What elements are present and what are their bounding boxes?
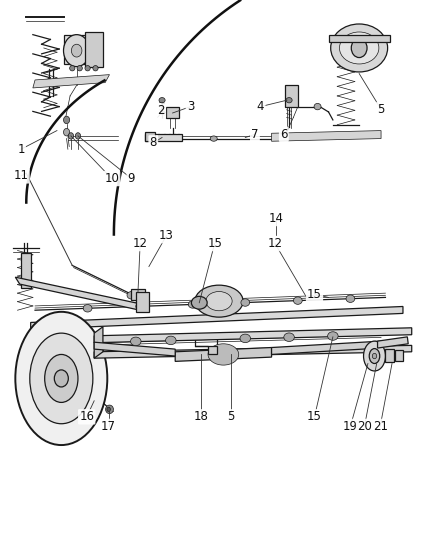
- Ellipse shape: [68, 133, 74, 139]
- Ellipse shape: [54, 370, 68, 387]
- Ellipse shape: [314, 103, 321, 110]
- Ellipse shape: [107, 407, 110, 411]
- Ellipse shape: [328, 332, 338, 340]
- Bar: [385, 349, 394, 362]
- Text: 11: 11: [14, 169, 28, 182]
- Text: 15: 15: [307, 288, 322, 301]
- Ellipse shape: [64, 116, 70, 124]
- Text: 2: 2: [157, 104, 165, 117]
- Text: 17: 17: [101, 420, 116, 433]
- Polygon shape: [94, 342, 175, 356]
- Polygon shape: [378, 337, 408, 348]
- Text: 12: 12: [268, 237, 283, 250]
- Polygon shape: [272, 341, 381, 354]
- Ellipse shape: [372, 353, 377, 359]
- Ellipse shape: [206, 292, 232, 311]
- Ellipse shape: [166, 336, 176, 345]
- Ellipse shape: [351, 38, 367, 58]
- Text: 18: 18: [194, 410, 209, 423]
- Text: 13: 13: [159, 229, 174, 242]
- Ellipse shape: [106, 405, 113, 414]
- Polygon shape: [94, 328, 412, 343]
- Bar: [136, 292, 149, 312]
- Ellipse shape: [241, 299, 250, 306]
- Ellipse shape: [159, 98, 165, 103]
- Ellipse shape: [136, 303, 145, 310]
- Ellipse shape: [45, 354, 78, 402]
- Polygon shape: [94, 327, 103, 358]
- Ellipse shape: [208, 344, 239, 365]
- Text: 7: 7: [251, 128, 259, 141]
- Text: 9: 9: [127, 172, 135, 185]
- Text: 5: 5: [378, 103, 385, 116]
- Text: 1: 1: [17, 143, 25, 156]
- Text: 14: 14: [268, 212, 283, 225]
- Bar: [328, 35, 390, 42]
- Ellipse shape: [131, 337, 141, 345]
- Polygon shape: [272, 131, 381, 141]
- Ellipse shape: [83, 304, 92, 312]
- Polygon shape: [15, 277, 142, 311]
- Text: 12: 12: [133, 237, 148, 250]
- Polygon shape: [64, 35, 101, 64]
- Polygon shape: [166, 107, 179, 118]
- Ellipse shape: [210, 136, 217, 141]
- Ellipse shape: [286, 98, 292, 103]
- Polygon shape: [33, 75, 110, 88]
- Ellipse shape: [331, 24, 388, 72]
- Ellipse shape: [191, 296, 207, 309]
- Text: 15: 15: [307, 410, 322, 423]
- Ellipse shape: [30, 333, 93, 424]
- Ellipse shape: [369, 349, 380, 364]
- Polygon shape: [175, 348, 272, 361]
- Ellipse shape: [127, 292, 136, 299]
- Bar: [395, 350, 403, 361]
- Ellipse shape: [195, 285, 243, 317]
- Polygon shape: [145, 134, 182, 141]
- Polygon shape: [285, 85, 298, 107]
- Text: 6: 6: [280, 128, 288, 141]
- Ellipse shape: [93, 66, 98, 71]
- Ellipse shape: [293, 297, 302, 304]
- Polygon shape: [85, 32, 103, 67]
- Text: 10: 10: [104, 172, 119, 185]
- Text: 19: 19: [343, 420, 358, 433]
- Text: 20: 20: [357, 420, 372, 433]
- Ellipse shape: [64, 35, 90, 67]
- Ellipse shape: [85, 66, 90, 71]
- Ellipse shape: [70, 66, 75, 71]
- Text: 4: 4: [257, 100, 265, 113]
- Ellipse shape: [188, 301, 197, 308]
- Text: 3: 3: [187, 100, 194, 113]
- Polygon shape: [195, 346, 217, 354]
- Ellipse shape: [15, 312, 107, 445]
- Ellipse shape: [339, 32, 379, 64]
- Bar: [21, 253, 31, 288]
- Polygon shape: [131, 289, 145, 300]
- Text: 16: 16: [79, 410, 94, 423]
- Ellipse shape: [364, 341, 385, 371]
- Ellipse shape: [75, 133, 81, 139]
- Ellipse shape: [346, 295, 355, 302]
- Ellipse shape: [77, 66, 82, 71]
- Ellipse shape: [284, 333, 294, 342]
- Polygon shape: [145, 132, 155, 141]
- Text: 5: 5: [227, 410, 234, 423]
- Ellipse shape: [64, 128, 70, 136]
- Ellipse shape: [240, 334, 251, 343]
- Polygon shape: [94, 345, 412, 358]
- Text: 8: 8: [150, 136, 157, 149]
- Text: 15: 15: [207, 237, 222, 250]
- Ellipse shape: [71, 44, 82, 57]
- Polygon shape: [31, 306, 403, 329]
- Text: 21: 21: [373, 420, 388, 433]
